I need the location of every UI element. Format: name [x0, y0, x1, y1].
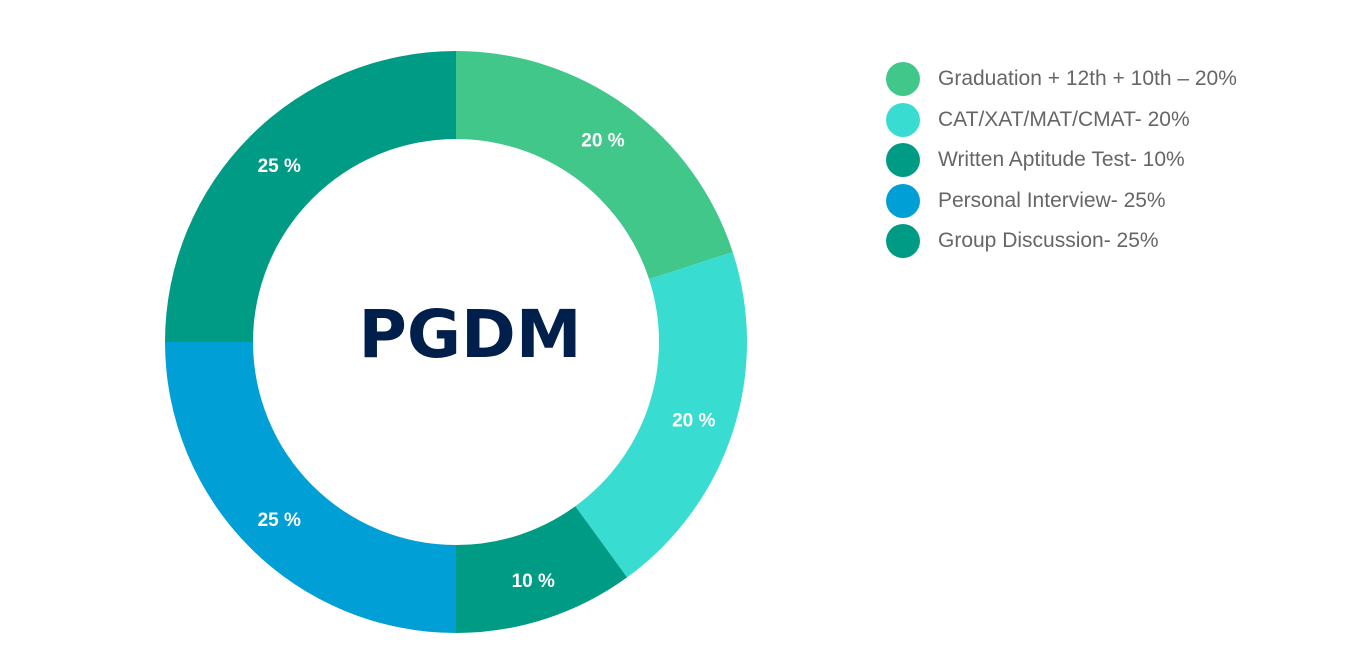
legend-swatch-icon [886, 102, 920, 137]
legend: Graduation + 12th + 10th – 20% CAT/XAT/M… [886, 59, 1237, 262]
slice-label: 20 % [672, 410, 715, 431]
legend-label: Graduation + 12th + 10th – 20% [938, 67, 1237, 91]
donut-slice[interactable] [165, 342, 456, 633]
donut-slices [165, 51, 748, 633]
legend-item[interactable]: Graduation + 12th + 10th – 20% [886, 59, 1237, 100]
legend-swatch-icon [886, 224, 920, 259]
legend-label: CAT/XAT/MAT/CMAT- 20% [938, 107, 1190, 131]
slice-labels: 20 % 20 % 10 % 25 % 25 % [258, 131, 716, 592]
legend-label: Personal Interview- 25% [938, 188, 1166, 212]
legend-item[interactable]: Group Discussion- 25% [886, 221, 1237, 262]
legend-label: Group Discussion- 25% [938, 229, 1159, 253]
legend-swatch-icon [886, 183, 920, 218]
legend-item[interactable]: Written Aptitude Test- 10% [886, 140, 1237, 181]
legend-swatch-icon [886, 62, 920, 97]
donut-slice[interactable] [575, 252, 748, 578]
legend-label: Written Aptitude Test- 10% [938, 148, 1185, 172]
legend-item[interactable]: CAT/XAT/MAT/CMAT- 20% [886, 100, 1237, 141]
legend-swatch-icon [886, 143, 920, 178]
slice-label: 25 % [258, 510, 301, 531]
legend-item[interactable]: Personal Interview- 25% [886, 181, 1237, 222]
donut-slice[interactable] [456, 51, 733, 280]
donut-slice[interactable] [456, 506, 628, 633]
slice-label: 20 % [581, 131, 624, 152]
slice-label: 10 % [512, 571, 555, 592]
donut-slice[interactable] [165, 51, 456, 342]
slice-label: 25 % [258, 156, 301, 177]
center-title: PGDM [358, 296, 581, 373]
